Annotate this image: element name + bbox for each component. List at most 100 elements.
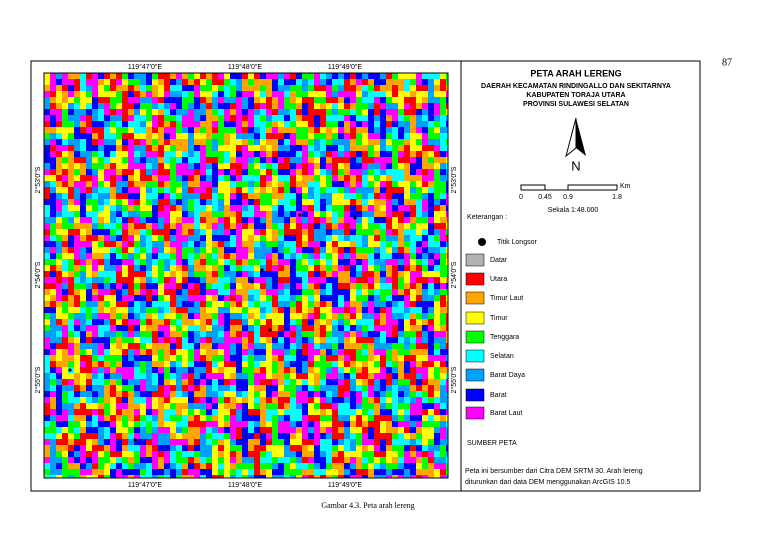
raster-cell: [62, 337, 68, 343]
raster-cell: [170, 361, 176, 367]
raster-cell: [260, 379, 266, 385]
raster-cell: [416, 79, 422, 85]
raster-cell: [254, 97, 260, 103]
raster-cell: [440, 421, 446, 427]
raster-cell: [392, 157, 398, 163]
raster-cell: [248, 451, 254, 457]
legend-swatch: [465, 291, 485, 305]
raster-cell: [170, 421, 176, 427]
raster-cell: [224, 391, 230, 397]
raster-cell: [434, 445, 440, 451]
raster-cell: [140, 445, 146, 451]
raster-cell: [140, 361, 146, 367]
raster-cell: [68, 451, 74, 457]
raster-cell: [266, 409, 272, 415]
raster-cell: [140, 121, 146, 127]
raster-cell: [446, 361, 448, 367]
raster-cell: [398, 445, 404, 451]
raster-cell: [284, 193, 290, 199]
raster-cell: [146, 217, 152, 223]
raster-cell: [404, 115, 410, 121]
raster-cell: [284, 223, 290, 229]
raster-cell: [260, 325, 266, 331]
raster-cell: [398, 355, 404, 361]
raster-cell: [206, 307, 212, 313]
raster-cell: [386, 463, 392, 469]
landslide-point: [268, 328, 272, 332]
raster-cell: [188, 181, 194, 187]
raster-cell: [128, 73, 134, 79]
raster-cell: [302, 253, 308, 259]
raster-cell: [326, 259, 332, 265]
raster-cell: [236, 373, 242, 379]
raster-cell: [314, 73, 320, 79]
raster-cell: [152, 385, 158, 391]
raster-cell: [278, 169, 284, 175]
raster-cell: [86, 397, 92, 403]
raster-cell: [200, 103, 206, 109]
raster-cell: [248, 319, 254, 325]
raster-cell: [308, 469, 314, 475]
raster-cell: [128, 169, 134, 175]
raster-cell: [416, 301, 422, 307]
raster-cell: [284, 451, 290, 457]
raster-cell: [338, 451, 344, 457]
raster-cell: [284, 415, 290, 421]
raster-cell: [440, 379, 446, 385]
raster-cell: [380, 229, 386, 235]
raster-cell: [158, 457, 164, 463]
raster-cell: [152, 295, 158, 301]
raster-cell: [392, 343, 398, 349]
raster-cell: [218, 319, 224, 325]
raster-cell: [326, 331, 332, 337]
raster-cell: [164, 325, 170, 331]
raster-cell: [200, 277, 206, 283]
raster-cell: [320, 445, 326, 451]
raster-cell: [410, 403, 416, 409]
raster-cell: [254, 133, 260, 139]
north-arrow: [565, 117, 586, 158]
raster-cell: [398, 421, 404, 427]
raster-cell: [170, 181, 176, 187]
raster-cell: [440, 289, 446, 295]
raster-cell: [332, 301, 338, 307]
raster-cell: [164, 199, 170, 205]
raster-cell: [164, 319, 170, 325]
raster-cell: [218, 181, 224, 187]
raster-cell: [308, 463, 314, 469]
raster-cell: [146, 427, 152, 433]
raster-cell: [56, 313, 62, 319]
raster-cell: [314, 193, 320, 199]
raster-cell: [284, 433, 290, 439]
raster-cell: [386, 127, 392, 133]
raster-cell: [302, 139, 308, 145]
raster-cell: [242, 361, 248, 367]
raster-cell: [206, 469, 212, 475]
raster-cell: [428, 355, 434, 361]
raster-cell: [338, 397, 344, 403]
raster-cell: [188, 451, 194, 457]
raster-cell: [446, 463, 448, 469]
raster-cell: [152, 175, 158, 181]
raster-cell: [398, 127, 404, 133]
raster-cell: [332, 373, 338, 379]
raster-cell: [152, 355, 158, 361]
raster-cell: [434, 307, 440, 313]
raster-cell: [242, 157, 248, 163]
raster-cell: [248, 139, 254, 145]
raster-cell: [80, 397, 86, 403]
raster-cell: [242, 355, 248, 361]
raster-cell: [74, 163, 80, 169]
raster-cell: [416, 271, 422, 277]
raster-cell: [206, 361, 212, 367]
raster-cell: [80, 259, 86, 265]
raster-cell: [380, 253, 386, 259]
raster-cell: [92, 73, 98, 79]
raster-cell: [398, 265, 404, 271]
raster-cell: [434, 403, 440, 409]
raster-cell: [200, 271, 206, 277]
raster-cell: [50, 73, 56, 79]
raster-cell: [362, 289, 368, 295]
raster-cell: [272, 115, 278, 121]
raster-cell: [278, 433, 284, 439]
